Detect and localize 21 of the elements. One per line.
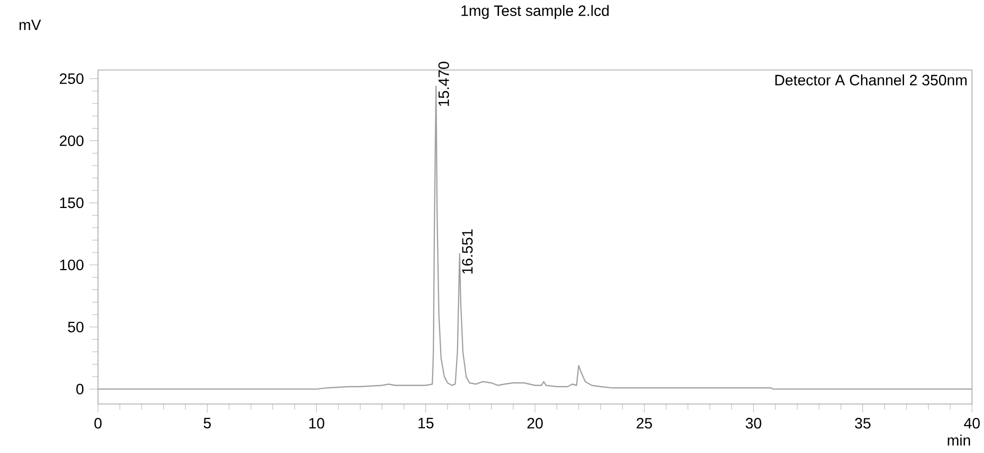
y-tick-label: 250 bbox=[60, 73, 84, 84]
annotation: Detector A Channel 2 350nm bbox=[775, 74, 967, 86]
x-axis-title: min bbox=[948, 434, 970, 446]
y-tick-label: 150 bbox=[60, 198, 84, 208]
x-tick-label: 20 bbox=[527, 418, 543, 429]
x-tick-label: 0 bbox=[94, 418, 102, 429]
x-tick-label: 30 bbox=[746, 418, 762, 429]
chart-title: 1mg Test sample 2.lcd bbox=[462, 5, 609, 19]
x-tick-label: 35 bbox=[854, 418, 870, 429]
x-tick-label: 5 bbox=[204, 418, 211, 428]
x-tick-label: 10 bbox=[309, 418, 324, 429]
annotation: 15.470 bbox=[438, 62, 450, 106]
y-tick-label: 0 bbox=[76, 384, 84, 394]
y-tick-label: 100 bbox=[60, 260, 84, 270]
y-axis-title: mV bbox=[20, 20, 42, 30]
x-tick-label: 15 bbox=[418, 418, 434, 428]
annotation: 16.551 bbox=[462, 230, 473, 274]
y-tick-label: 50 bbox=[68, 322, 84, 332]
x-tick-label: 25 bbox=[636, 418, 652, 429]
y-tick-label: 200 bbox=[60, 135, 84, 146]
x-tick-label: 40 bbox=[964, 418, 980, 429]
